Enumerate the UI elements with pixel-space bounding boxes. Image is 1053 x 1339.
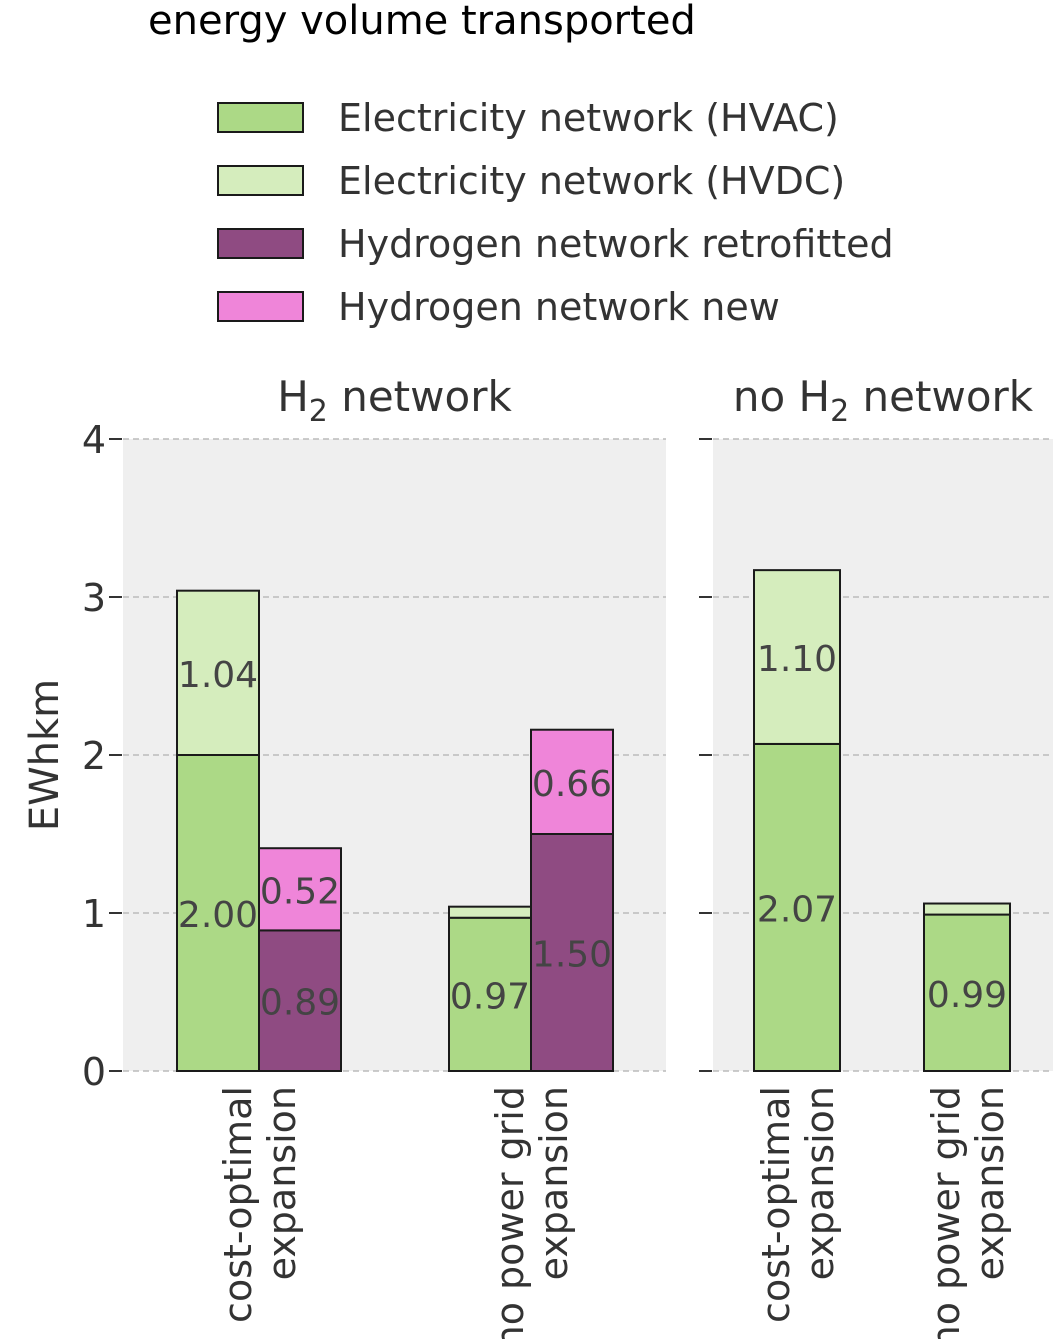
legend-label: Electricity network (HVAC) <box>338 96 839 140</box>
panel-title: no H2 network <box>733 372 1034 429</box>
bar-segment <box>530 728 614 835</box>
data-label: 0.97 <box>450 976 530 1017</box>
bar-segment <box>923 913 1011 1073</box>
x-tick-label: cost-optimalexpansion <box>216 1086 304 1323</box>
bar-segment <box>923 902 1011 916</box>
data-label: 0.66 <box>532 764 612 805</box>
legend-swatch <box>217 228 304 259</box>
x-tick-label: no power gridexpansion <box>924 1086 1012 1339</box>
bar-segment <box>448 905 532 919</box>
legend-swatch <box>217 165 304 196</box>
legend-label: Electricity network (HVDC) <box>338 159 845 203</box>
data-label: 1.04 <box>178 655 258 696</box>
y-tick-label: 0 <box>82 1050 106 1094</box>
legend-label: Hydrogen network retrofitted <box>338 222 894 266</box>
data-label: 2.07 <box>757 889 837 930</box>
bar-segment <box>753 742 841 1072</box>
chart-title: energy volume transported <box>148 0 696 44</box>
x-tick-label: cost-optimalexpansion <box>754 1086 842 1323</box>
y-tick-label: 3 <box>82 576 106 620</box>
data-label: 0.52 <box>260 871 340 912</box>
legend-swatch <box>217 102 304 133</box>
data-label: 0.99 <box>927 975 1007 1016</box>
bar-segment <box>258 847 342 932</box>
y-tick-label: 2 <box>82 734 106 778</box>
bar-segment <box>753 569 841 745</box>
y-tick-label: 1 <box>82 892 106 936</box>
y-tick-label: 4 <box>82 418 106 462</box>
data-label: 0.89 <box>260 983 340 1024</box>
data-label: 1.50 <box>532 935 612 976</box>
bar-segment <box>530 833 614 1072</box>
bar-segment <box>176 589 260 756</box>
legend-label: Hydrogen network new <box>338 285 780 329</box>
legend-swatch <box>217 291 304 322</box>
bar-segment <box>448 916 532 1072</box>
bar-segment <box>258 929 342 1072</box>
y-axis-label: EWhkm <box>22 679 68 831</box>
panel-title: H2 network <box>277 372 512 429</box>
bar-segment <box>176 754 260 1072</box>
data-label: 2.00 <box>178 895 258 936</box>
x-tick-label: no power gridexpansion <box>488 1086 576 1339</box>
data-label: 1.10 <box>757 639 837 680</box>
